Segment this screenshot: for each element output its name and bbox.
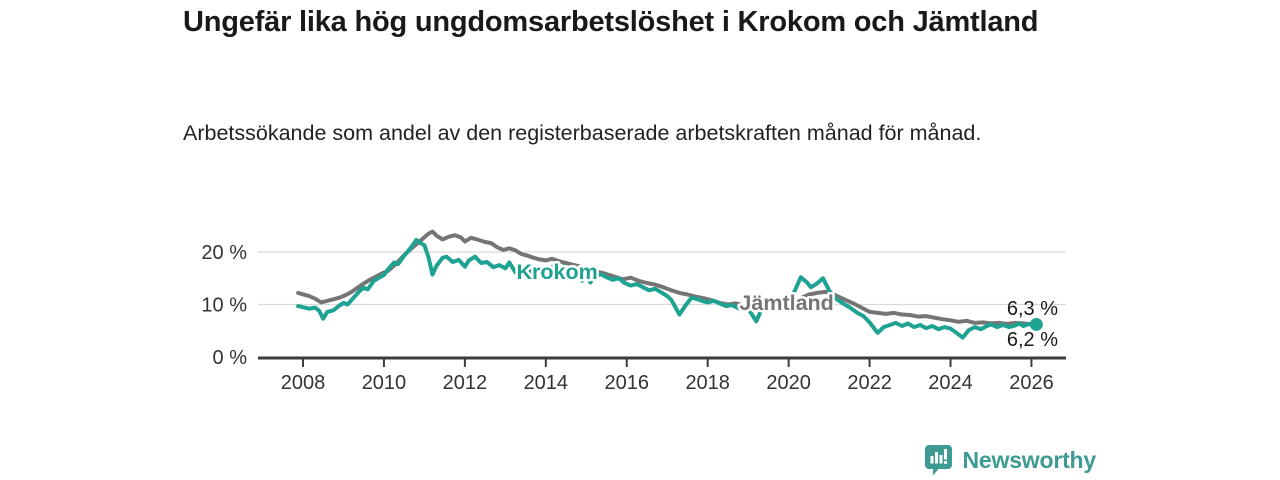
chart-subtitle: Arbetssökande som andel av den registerb…: [183, 121, 982, 145]
end-value-label: 6,2 %: [1007, 329, 1058, 351]
x-axis-tick-label: 2010: [362, 372, 407, 394]
x-axis-tick-label: 2022: [847, 372, 892, 394]
logo-exclamation-dot: [943, 461, 947, 464]
x-axis-tick-label: 2024: [928, 372, 973, 394]
y-axis-tick-label: 0 %: [213, 347, 248, 369]
brand-wordmark: Newsworthy: [962, 446, 1097, 473]
x-axis-tick-label: 2012: [443, 372, 488, 394]
x-axis-tick-label: 2008: [281, 372, 326, 394]
logo-exclamation-bar: [943, 449, 947, 460]
series-label-krokom: Krokom: [517, 260, 598, 284]
x-axis-tick-label: 2014: [524, 372, 569, 394]
logo-bar-medium: [939, 455, 943, 464]
jmtland-line: [296, 229, 1039, 327]
series-label-jmtland: Jämtland: [739, 291, 833, 315]
x-axis-tick-label: 2016: [605, 372, 650, 394]
y-axis-tick-label: 20 %: [201, 242, 247, 264]
series-end-dot: [1029, 317, 1043, 331]
x-axis-tick-label: 2020: [766, 372, 811, 394]
logo-bar-short: [930, 456, 934, 464]
y-axis-tick-label: 10 %: [201, 295, 247, 317]
x-axis-tick-label: 2026: [1009, 372, 1054, 394]
logo-bar-tall: [934, 452, 938, 464]
newsworthy-logo-icon: [924, 445, 952, 476]
logo-bubble: [924, 445, 952, 476]
end-value-label: 6,3 %: [1007, 298, 1058, 320]
x-axis-tick-label: 2018: [685, 372, 730, 394]
krokom-line: [296, 237, 1039, 340]
brand-footer: Newsworthy: [924, 444, 1096, 476]
chart-title: Ungefär lika hög ungdomsarbetslöshet i K…: [183, 6, 1039, 38]
